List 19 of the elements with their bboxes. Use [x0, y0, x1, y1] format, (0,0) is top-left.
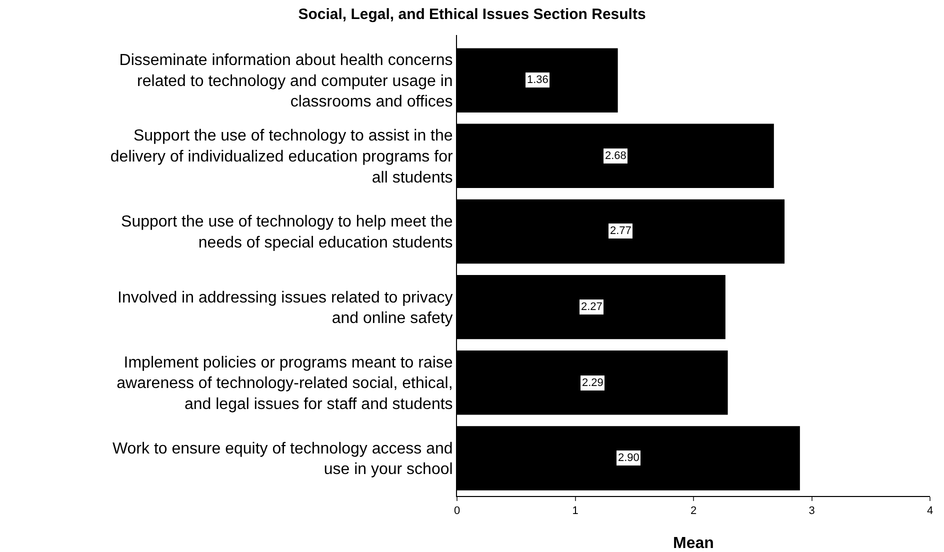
data-label: 2.90 — [618, 452, 640, 464]
y-tick-label: Involved in addressing issues related to privacy and online safety — [118, 289, 453, 328]
chart-title: Social, Legal, and Ethical Issues Section Results — [298, 6, 646, 23]
x-tick-label: 2 — [690, 505, 697, 518]
y-tick-label: Support the use of technology to help meet the needs of special education students — [121, 214, 453, 252]
data-label: 2.68 — [605, 150, 626, 162]
x-tick-label: 4 — [926, 505, 934, 518]
data-label: 2.27 — [581, 301, 602, 313]
y-tick-label: Work to ensure equity of technology access and use in your school — [112, 440, 453, 478]
y-tick-label: Implement policies or programs meant to raise awareness of technology-related social, ethical, and legal issues for staff and students — [116, 354, 453, 414]
x-tick-label: 3 — [808, 505, 815, 518]
data-label: 2.77 — [610, 225, 632, 237]
y-tick-label: Support the use of technology to assist in the delivery of individualized education programs for all students — [110, 128, 454, 186]
data-label: 2.29 — [582, 377, 604, 389]
x-tick-label: 1 — [572, 505, 578, 518]
x-tick-label: 0 — [454, 505, 460, 518]
y-tick-label: Disseminate information about health concerns related to technology and computer usage in classrooms and offices — [119, 52, 453, 111]
x-axis-title: Mean — [673, 534, 714, 552]
data-label: 1.36 — [527, 74, 548, 86]
